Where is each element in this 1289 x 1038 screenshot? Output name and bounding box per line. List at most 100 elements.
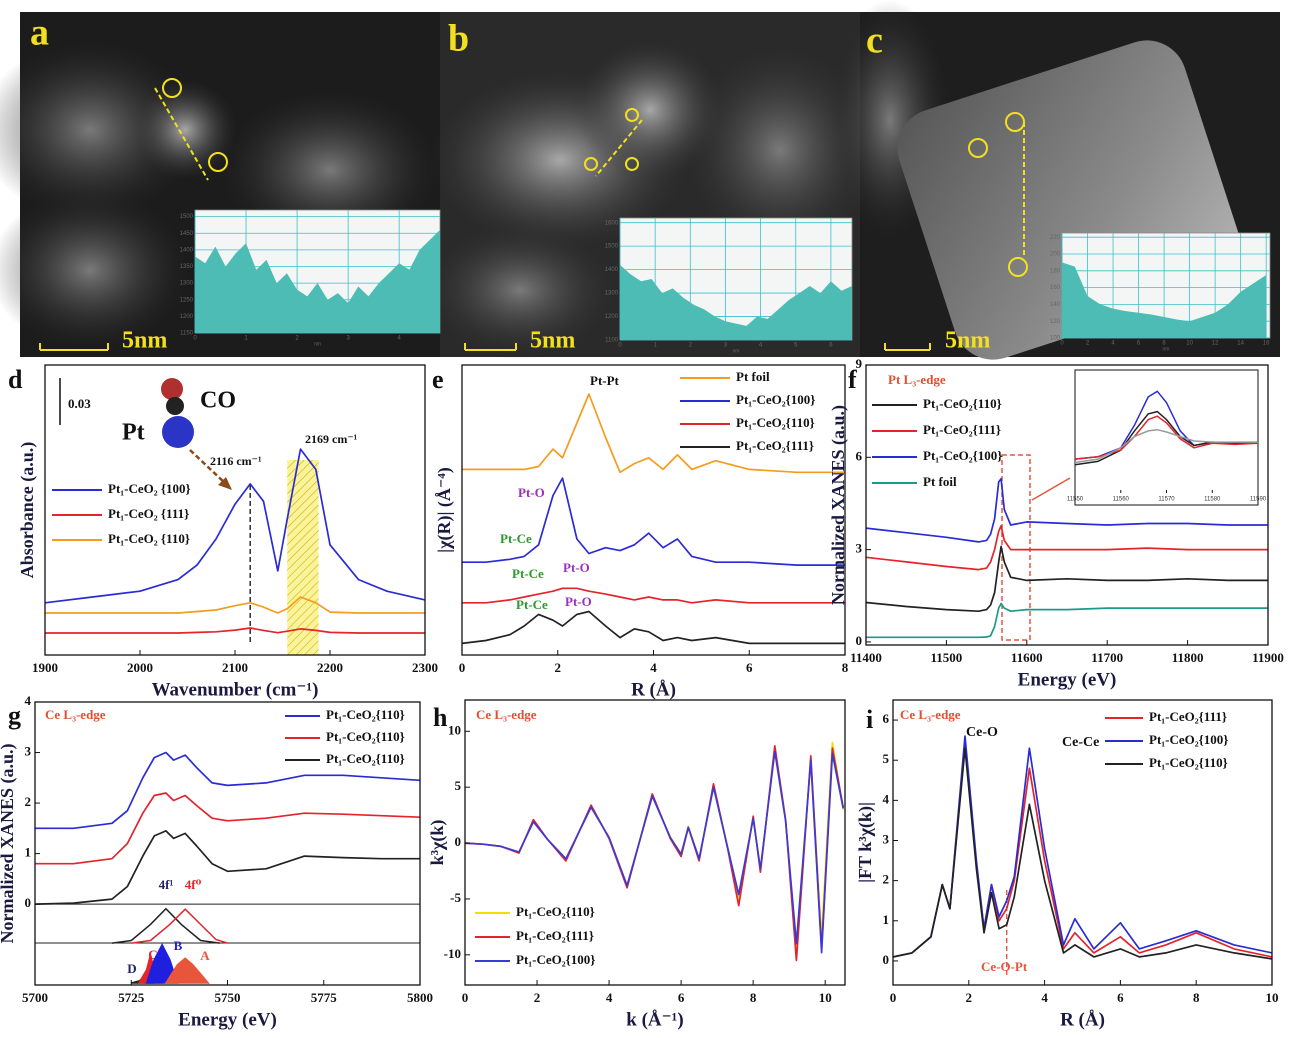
- component-label: D: [127, 961, 136, 976]
- component-label: 4f⁰: [185, 877, 202, 892]
- component-peak: [131, 908, 228, 944]
- y-tick-label: 1200: [180, 314, 194, 320]
- x-tick-label: 11800: [1172, 650, 1204, 665]
- data-line: [35, 792, 421, 865]
- panel-title: Ce L₃-edge: [476, 707, 537, 722]
- x-tick-label: 11550: [1067, 497, 1084, 503]
- x-tick-label: 0: [462, 990, 469, 1005]
- legend-label: Pt₁-CeO₂{111}: [736, 438, 814, 453]
- x-tick-label: 2: [1086, 341, 1090, 347]
- marker-circle: [162, 78, 182, 98]
- y-tick-label: 220: [1050, 235, 1061, 241]
- arrow: [189, 449, 227, 485]
- component-label: 4f¹: [159, 877, 174, 892]
- particle: [0, 40, 200, 220]
- y-tick-label: 1450: [180, 231, 194, 237]
- marker-circle: [208, 152, 228, 172]
- data-line: [866, 602, 1268, 639]
- x-tick-label: 2: [534, 990, 541, 1005]
- atom-o: [161, 378, 183, 400]
- x-tick-label: 5800: [407, 990, 433, 1005]
- y-tick-label: 1400: [180, 247, 194, 253]
- profile-line: [595, 119, 643, 177]
- particle: [133, 80, 237, 180]
- x-tick-label: 5725: [118, 990, 145, 1005]
- plot-frame: [464, 699, 846, 986]
- component-peak: [111, 907, 220, 944]
- co-molecule: [59, 378, 232, 490]
- annotation: Ce-O-Pt: [981, 959, 1028, 974]
- y-tick-label: 3: [883, 831, 890, 846]
- y-tick-label: 6: [883, 711, 890, 726]
- inset-frame: [1074, 369, 1259, 506]
- x-tick-label: 6: [746, 660, 753, 675]
- data-line: [464, 750, 845, 954]
- data-line: [865, 545, 1268, 613]
- y-tick-label: 1300: [180, 281, 194, 287]
- panel-letter: e: [432, 365, 444, 394]
- x-axis-label: nm: [1163, 346, 1170, 352]
- x-tick-label: 11570: [1158, 497, 1175, 503]
- x-tick-label: 4: [759, 343, 763, 349]
- x-tick-label: 6: [1117, 990, 1124, 1005]
- panel-letter: f: [848, 365, 857, 394]
- y-tick-label: 10: [448, 722, 461, 737]
- x-tick-label: 6: [829, 343, 833, 349]
- component-peak: [164, 957, 210, 984]
- panel-title: Ce L₃-edge: [45, 707, 106, 722]
- particle: [420, 220, 620, 360]
- legend-label: Pt₁-CeO₂{111}: [1149, 709, 1227, 724]
- y-tick-label: 5: [455, 778, 462, 793]
- annotation: Pt-Ce: [516, 597, 548, 612]
- y-axis-label: |χ(R)| (Å⁻⁴): [434, 467, 455, 553]
- panel-letter: c: [866, 20, 883, 62]
- inset-line: [1074, 415, 1259, 460]
- y-tick-label: 1500: [180, 214, 194, 220]
- data-line: [892, 747, 1273, 960]
- x-tick-label: 2000: [127, 660, 153, 675]
- x-tick-label: 11580: [1204, 497, 1221, 503]
- data-line: [865, 525, 1268, 571]
- legend-label: Pt₁-CeO₂{100}: [736, 392, 815, 407]
- panel-title: Ce L₃-edge: [900, 707, 961, 722]
- x-axis-label: R (Å): [631, 679, 676, 700]
- y-tick-label: 0: [883, 952, 890, 967]
- data-line: [34, 830, 420, 905]
- annotation: Ce-O: [966, 725, 998, 740]
- y-tick-label: 3: [25, 744, 32, 759]
- scale-label: 5nm: [122, 328, 167, 354]
- y-tick-label: 0: [856, 633, 863, 648]
- annotation: Pt-Ce: [500, 531, 532, 546]
- y-tick-label: 120: [1050, 319, 1061, 325]
- y-axis-label: |FT k³χ(k)|: [855, 802, 876, 883]
- x-tick-label: 2100: [222, 660, 248, 675]
- data-line: [865, 477, 1268, 543]
- atom-c: [166, 397, 184, 415]
- x-axis-label: k (Å⁻¹): [626, 1009, 683, 1030]
- y-tick-label: 3: [856, 541, 863, 556]
- y-tick-label: 1100: [605, 338, 619, 344]
- annotation: Pt-O: [518, 485, 545, 500]
- x-tick-label: 0: [1060, 341, 1064, 347]
- x-axis-label: nm: [733, 348, 740, 354]
- panel-letter: h: [433, 703, 448, 732]
- plot-frame: [892, 699, 1273, 986]
- x-tick-label: 8: [842, 660, 849, 675]
- marker-circle: [625, 108, 639, 122]
- annotation: Pt: [122, 420, 145, 446]
- legend-label: Pt₁-CeO₂{110}: [326, 707, 405, 722]
- y-tick-label: 1250: [180, 297, 194, 303]
- y-tick-label: 1350: [180, 264, 194, 270]
- annotation: Pt-Ce: [512, 566, 544, 581]
- data-line: [462, 477, 845, 566]
- data-line: [45, 596, 425, 614]
- panel-title: Pt L₃-edge: [888, 372, 946, 387]
- x-tick-label: 14: [1237, 341, 1244, 347]
- y-tick-label: 1: [25, 845, 32, 860]
- legend-label: Pt foil: [923, 474, 957, 489]
- data-line: [45, 627, 425, 634]
- x-tick-label: 10: [1186, 341, 1193, 347]
- x-tick-label: 1900: [32, 660, 58, 675]
- component-label: A: [200, 948, 210, 963]
- y-tick-label: 100: [1050, 336, 1061, 342]
